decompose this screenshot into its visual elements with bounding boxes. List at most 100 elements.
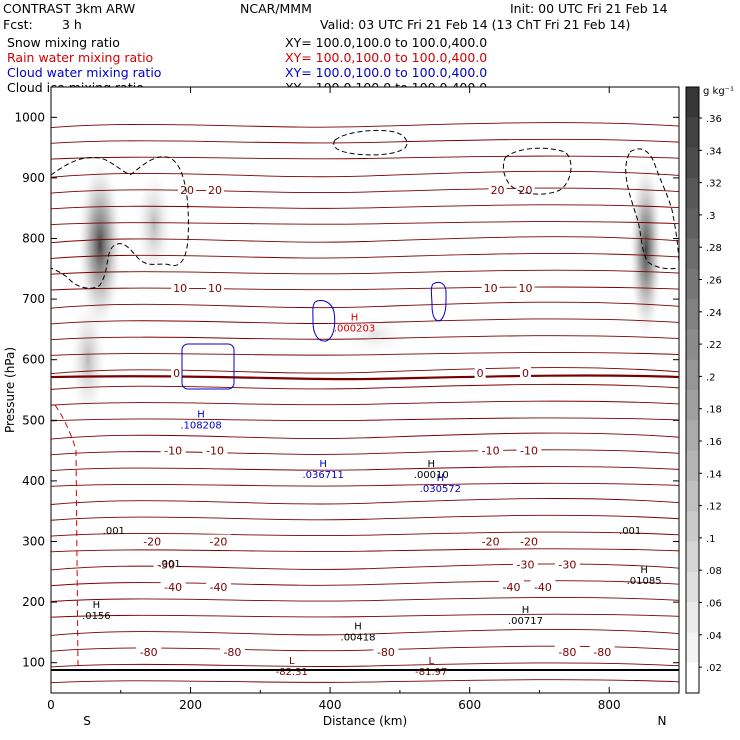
isotherm-line bbox=[51, 318, 679, 325]
colorbar-cell bbox=[686, 450, 699, 482]
contour-value-label: .001 bbox=[103, 526, 125, 537]
field-xy: XY= 100.0,100.0 to 100.0,400.0 bbox=[285, 65, 487, 80]
colorbar-cell bbox=[686, 602, 699, 633]
isotherm-line bbox=[51, 613, 679, 618]
x-tick-label: 600 bbox=[458, 698, 481, 712]
isotherm-label: 10 bbox=[208, 282, 222, 295]
isotherm-line bbox=[51, 269, 679, 275]
extremum-type: L bbox=[428, 656, 434, 667]
extremum-value: .00418 bbox=[341, 632, 376, 643]
colorbar-cell bbox=[686, 662, 699, 694]
shaded-ice-region bbox=[345, 315, 405, 355]
isotherm-line bbox=[51, 679, 679, 684]
extremum-value: .00010 bbox=[414, 470, 449, 481]
isotherm-label-bg bbox=[516, 443, 542, 456]
isotherm-label-bg bbox=[478, 443, 504, 456]
colorbar-label: .06 bbox=[706, 599, 722, 610]
y-tick-label: 900 bbox=[22, 171, 45, 185]
colorbar-cell bbox=[686, 420, 699, 452]
isotherm-label-bg bbox=[171, 366, 183, 379]
isotherm-label-bg bbox=[519, 366, 531, 379]
isotherm-line bbox=[51, 236, 679, 244]
fcst-value: 3 h bbox=[62, 17, 82, 32]
extremum-type: H bbox=[428, 459, 436, 470]
extremum-type: H bbox=[319, 459, 327, 470]
shaded-ice-region bbox=[630, 160, 662, 340]
isotherm-label: -10 bbox=[482, 445, 500, 458]
isotherm-line bbox=[51, 449, 679, 456]
cloud-water-contour bbox=[430, 281, 447, 322]
contour-value-label: .001 bbox=[158, 559, 180, 570]
extremum-type: H bbox=[437, 473, 445, 484]
isotherm-line bbox=[51, 597, 679, 602]
valid-time: Valid: 03 UTC Fri 21 Feb 14 (13 ChT Fri … bbox=[320, 17, 630, 32]
cloud-ice-contour bbox=[502, 147, 572, 195]
extremum-value: .01085 bbox=[627, 576, 662, 587]
colorbar-label: .14 bbox=[706, 469, 722, 480]
extremum-value: .0156 bbox=[82, 611, 111, 622]
extremum-type: H bbox=[640, 565, 648, 576]
isotherm-label-bg bbox=[530, 579, 556, 592]
isotherm-line bbox=[51, 335, 679, 341]
isotherm-label-bg bbox=[219, 644, 245, 657]
colorbar-cell bbox=[686, 632, 699, 664]
contour-value-label: .001 bbox=[619, 526, 641, 537]
isotherm-label-bg bbox=[136, 644, 162, 657]
isotherm-label-bg bbox=[589, 644, 615, 657]
extremum-value: .000203 bbox=[334, 323, 375, 334]
isotherm-line bbox=[51, 253, 679, 259]
isotherm-line bbox=[51, 286, 679, 291]
y-tick-label: 300 bbox=[22, 535, 45, 549]
isotherm-label-bg bbox=[516, 183, 535, 196]
rain-water-contour bbox=[54, 404, 79, 669]
shaded-ice-region bbox=[78, 160, 122, 330]
isotherm-label: -80 bbox=[558, 646, 576, 659]
colorbar-cell bbox=[686, 571, 699, 603]
extremum-value: -81.97 bbox=[415, 667, 447, 678]
y-tick-label: 1000 bbox=[14, 110, 45, 124]
cloud-ice-contour bbox=[333, 129, 408, 156]
isotherm-line bbox=[51, 155, 679, 160]
colorbar-cell bbox=[686, 177, 699, 209]
extremum-type: H bbox=[354, 621, 362, 632]
isotherm-line bbox=[51, 400, 679, 406]
isotherm-label-bg bbox=[205, 579, 231, 592]
isotherm-lines: -80 -80 -80 -80 -80 -40 -40 -40 -40 -30 -30 -30 -20 -… bbox=[51, 122, 679, 684]
extremum-value: .00717 bbox=[508, 616, 543, 627]
isotherm-label-bg bbox=[205, 183, 224, 196]
isotherm-label-bg bbox=[478, 534, 504, 547]
isotherm-label-bg bbox=[512, 557, 538, 570]
cloud-ice-contour bbox=[625, 148, 679, 270]
isotherm-line bbox=[51, 187, 679, 194]
colorbar-cell bbox=[686, 117, 699, 149]
isotherm-label: -30 bbox=[517, 559, 535, 572]
colorbar-label: .02 bbox=[706, 663, 722, 674]
isotherm-label: 0 bbox=[522, 367, 529, 380]
y-tick-label: 100 bbox=[22, 656, 45, 670]
isotherm-line bbox=[51, 563, 679, 571]
y-tick-label: 800 bbox=[22, 232, 45, 246]
colorbar-label: .1 bbox=[706, 534, 716, 545]
cloud-ice-contour bbox=[51, 156, 189, 289]
isotherm-label-bg bbox=[171, 281, 190, 294]
isotherm-line bbox=[51, 383, 679, 390]
field-name: Snow mixing ratio bbox=[7, 35, 120, 50]
colorbar-cell bbox=[686, 390, 699, 421]
isotherm-label: -80 bbox=[140, 646, 158, 659]
isotherm-line bbox=[51, 514, 679, 521]
colorbar-cell bbox=[686, 147, 699, 179]
isotherm-line bbox=[51, 548, 679, 553]
extremum-value: .036711 bbox=[302, 470, 343, 481]
field-xy: XY= 100.0,100.0 to 100.0,400.0 bbox=[285, 35, 487, 50]
extrema-markers: L-82.31L-81.97H.00418H.00717H.0156H.0108… bbox=[82, 312, 662, 678]
colorbar-label: .12 bbox=[706, 502, 722, 513]
isotherm-label: 20 bbox=[491, 184, 505, 197]
isotherm-label-bg bbox=[516, 534, 542, 547]
colorbar-label: .2 bbox=[706, 372, 716, 383]
y-tick-label: 700 bbox=[22, 292, 45, 306]
init-time: Init: 00 UTC Fri 21 Feb 14 bbox=[510, 1, 668, 16]
isotherm-line bbox=[51, 122, 679, 129]
y-axis-title: Pressure (hPa) bbox=[3, 347, 17, 433]
isotherm-line bbox=[51, 170, 679, 178]
